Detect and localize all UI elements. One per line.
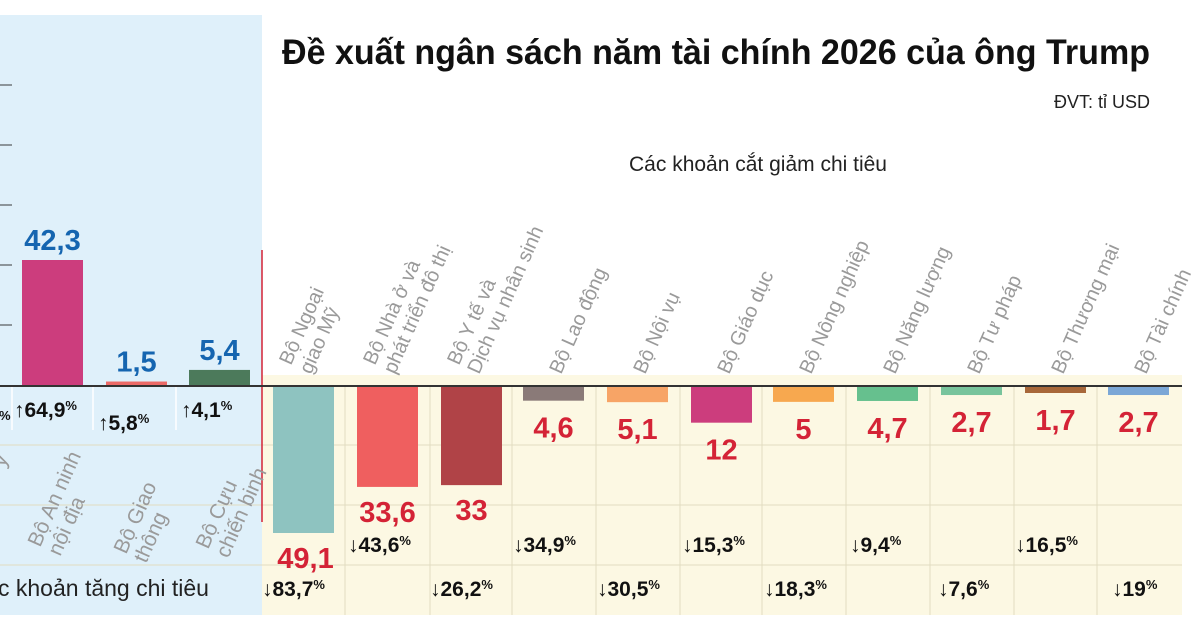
increase-value-label: 1,5: [116, 347, 156, 379]
decrease-category-label: Bộ Nội vụ: [629, 289, 684, 377]
decrease-category-label: Bộ Nông nghiệp: [795, 237, 873, 377]
decrease-pct-label: ↓18,3%: [764, 577, 827, 601]
decrease-bar: [607, 387, 668, 403]
increase-pct-label: ↑4,1%: [181, 398, 233, 422]
decrease-section-label: Các khoản cắt giảm chi tiêu: [629, 153, 887, 176]
bars-layer: [22, 260, 1169, 533]
decrease-category-label: Bộ Lao động: [545, 264, 611, 377]
decrease-category-line: Bộ Giáo dục: [713, 268, 778, 378]
decrease-category-line: Bộ Tư pháp: [963, 272, 1026, 377]
increase-bar: [189, 369, 250, 386]
decrease-value-label: 12: [705, 435, 737, 467]
decrease-category-label: Bộ Tư pháp: [963, 272, 1026, 377]
decrease-category-line: Bộ Nội vụ: [629, 289, 684, 377]
decrease-pct-label: ↓43,6%: [348, 533, 411, 557]
chart-title: Đề xuất ngân sách năm tài chính 2026 của…: [282, 33, 1150, 72]
decrease-value-label: 4,6: [533, 413, 573, 445]
increase-pct-label: ↑5,8%: [98, 411, 150, 435]
decrease-pct-label: ↓9,4%: [850, 533, 902, 557]
decrease-value-label: 5,1: [617, 414, 657, 446]
unit-label: ĐVT: tỉ USD: [1054, 92, 1150, 112]
decrease-pct-label: ↓30,5%: [597, 577, 660, 601]
decrease-pct-label: ↓15,3%: [682, 533, 745, 557]
decrease-pct-label: ↓26,2%: [430, 577, 493, 601]
decrease-bar: [691, 387, 752, 423]
increase-value-label: 42,3: [24, 225, 80, 257]
decrease-category-line: Bộ Thương mại: [1047, 241, 1124, 377]
increase-section-label: c khoản tăng chi tiêu: [0, 575, 209, 601]
partial-pct-label: %: [0, 408, 11, 423]
increase-pct-label: ↑64,9%: [14, 398, 77, 422]
decrease-bar: [523, 387, 584, 401]
decrease-value-label: 33: [455, 495, 487, 527]
decrease-category-label: Bộ Giáo dục: [713, 268, 778, 378]
decrease-category-line: Bộ Nông nghiệp: [795, 237, 873, 377]
decrease-pct-label: ↓34,9%: [513, 533, 576, 557]
decrease-bar: [1108, 387, 1169, 396]
decrease-category-line: Bộ Năng lượng: [879, 243, 955, 377]
decrease-value-label: 5: [795, 414, 811, 446]
decrease-bar: [1025, 387, 1086, 393]
decrease-category-line: Bộ Lao động: [545, 264, 611, 377]
decrease-bar: [441, 387, 502, 486]
decrease-value-label: 49,1: [277, 543, 333, 575]
decrease-pct-label: ↓83,7%: [262, 577, 325, 601]
decrease-category-line: Bộ Tài chính: [1130, 266, 1196, 377]
decrease-value-label: 1,7: [1035, 405, 1075, 437]
decrease-bar: [941, 387, 1002, 396]
decrease-value-label: 33,6: [359, 497, 415, 529]
increase-value-label: 5,4: [199, 335, 239, 367]
gridlines: [0, 84, 1182, 615]
decrease-pct-label: ↓16,5%: [1015, 533, 1078, 557]
decrease-category-label: Bộ Tài chính: [1130, 266, 1196, 377]
decrease-category-label: Bộ Năng lượng: [879, 243, 955, 377]
increase-bar: [106, 381, 167, 386]
decrease-value-label: 2,7: [1118, 407, 1158, 439]
decrease-value-label: 4,7: [867, 413, 907, 445]
decrease-category-label: Bộ Thương mại: [1047, 241, 1124, 377]
decrease-bar: [857, 387, 918, 401]
decrease-value-label: 2,7: [951, 407, 991, 439]
decrease-bar: [273, 387, 334, 533]
decrease-pct-label: ↓7,6%: [938, 577, 990, 601]
decrease-pct-label: ↓19%: [1112, 577, 1158, 601]
decrease-bar: [357, 387, 418, 487]
decrease-bar: [773, 387, 834, 402]
increase-bar: [22, 260, 83, 386]
